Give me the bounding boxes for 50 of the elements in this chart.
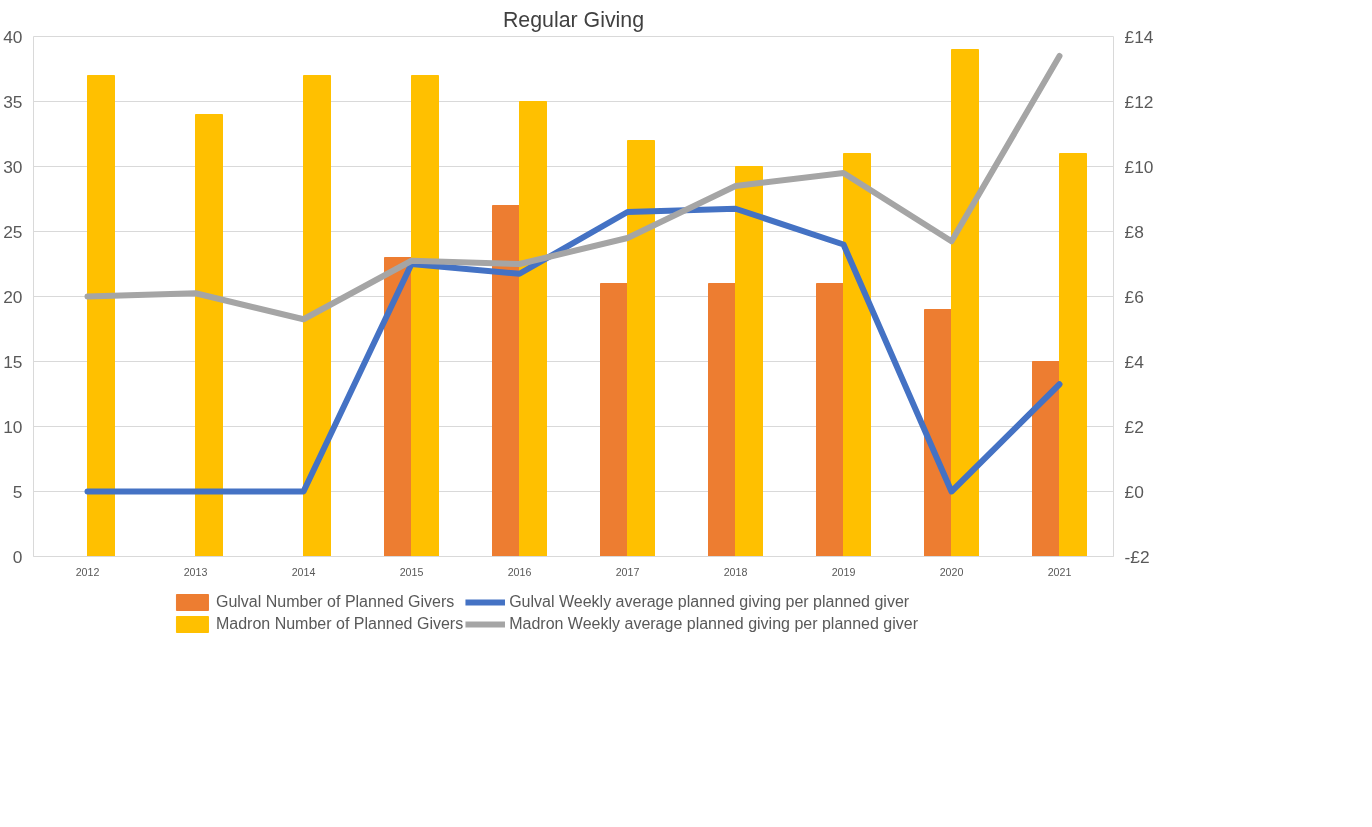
bar (519, 101, 547, 557)
y2-tick-label: £6 (1124, 286, 1144, 307)
bar (1032, 361, 1060, 557)
y-tick-label: 20 (3, 286, 23, 307)
bar (303, 75, 331, 557)
y-tick-label: 15 (3, 351, 23, 372)
legend-label: Gulval Number of Planned Givers (215, 593, 455, 611)
bar (195, 114, 223, 557)
y2-tick-label: £4 (1124, 351, 1145, 372)
bar (411, 75, 439, 557)
y2-tick-label: £10 (1124, 156, 1154, 177)
y2-tick-label: £0 (1124, 481, 1144, 502)
bar (843, 153, 871, 557)
y-tick-label: 5 (12, 481, 23, 502)
bar (384, 257, 412, 557)
x-tick-label: 2019 (831, 565, 856, 578)
legend-label: Madron Weekly average planned giving per planned giver (509, 615, 919, 633)
y-tick-label: 10 (3, 416, 23, 437)
y-tick-label: 25 (3, 221, 23, 242)
bar (924, 309, 952, 557)
bar (1059, 153, 1087, 557)
x-tick-label: 2012 (75, 565, 100, 578)
x-tick-label: 2021 (1047, 565, 1072, 578)
chart-title: Regular Giving (502, 7, 645, 32)
x-tick-label: 2020 (939, 565, 964, 578)
x-tick-label: 2015 (399, 565, 424, 578)
y2-tick-label: £2 (1124, 416, 1144, 437)
y2-tick-label: £12 (1124, 91, 1154, 112)
x-tick-label: 2014 (291, 565, 316, 578)
y-tick-label: 0 (12, 546, 23, 567)
bar (735, 166, 763, 557)
bar (708, 283, 736, 557)
y2-tick-label: £8 (1124, 221, 1144, 242)
bar (600, 283, 628, 557)
bar (816, 283, 844, 557)
y-tick-label: 40 (3, 26, 23, 47)
bar (492, 205, 520, 557)
bar (951, 49, 979, 557)
x-tick-label: 2018 (723, 565, 748, 578)
bar (627, 140, 655, 557)
legend-label: Gulval Weekly average planned giving per planned giver (509, 593, 910, 611)
y-tick-label: 30 (3, 156, 23, 177)
y2-tick-label: -£2 (1124, 546, 1150, 567)
y2-tick-label: £14 (1124, 26, 1154, 47)
bar (87, 75, 115, 557)
y-tick-label: 35 (3, 91, 23, 112)
x-tick-label: 2016 (507, 565, 532, 578)
x-tick-label: 2017 (615, 565, 640, 578)
legend-label: Madron Number of Planned Givers (215, 615, 464, 633)
x-tick-label: 2013 (183, 565, 208, 578)
